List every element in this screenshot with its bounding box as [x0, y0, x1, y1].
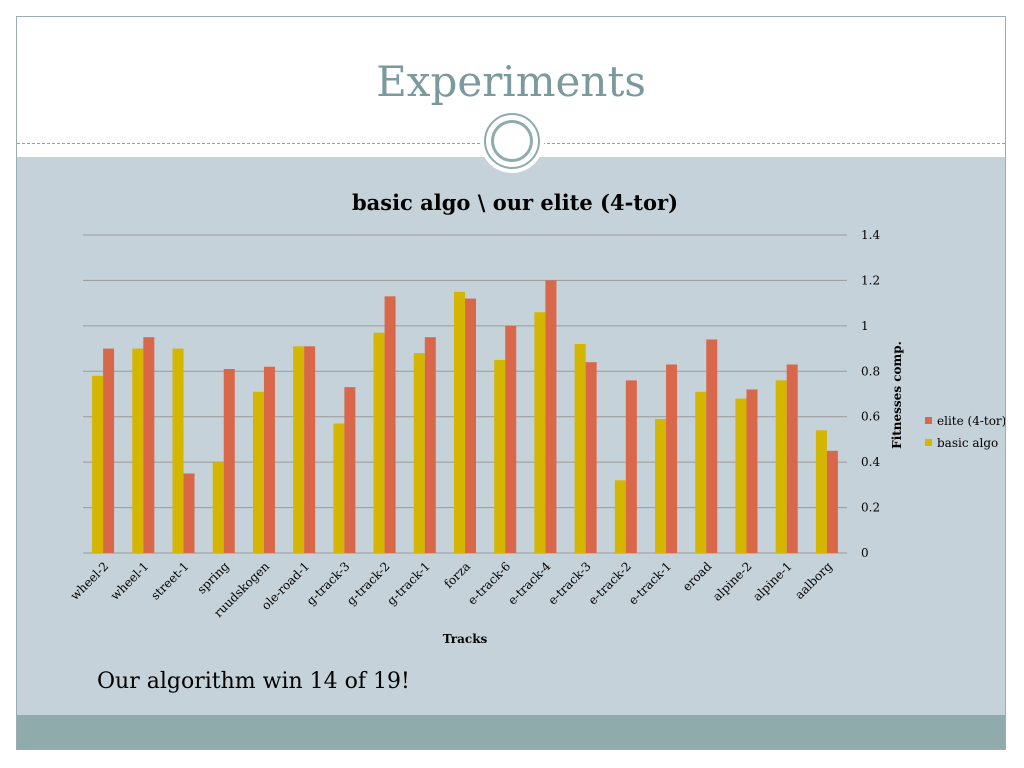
- y-tick-label: 0.4: [861, 455, 880, 469]
- bar-basic-algo: [413, 353, 425, 553]
- x-tick-label: street-1: [148, 559, 191, 602]
- bar-basic-algo: [373, 332, 385, 553]
- legend-swatch: [925, 417, 932, 424]
- bar-basic-algo: [534, 312, 546, 553]
- bar-basic-algo: [614, 480, 626, 553]
- chart-legend: elite (4-tor) basic algo: [925, 414, 1006, 450]
- bar-basic-algo: [815, 430, 827, 553]
- bar-elite: [143, 337, 155, 553]
- bar-elite: [545, 280, 557, 553]
- y-tick-label: 0.2: [861, 501, 880, 515]
- legend-entry: basic algo: [937, 436, 998, 450]
- bar-elite: [585, 362, 597, 553]
- bar-elite: [465, 298, 476, 553]
- bar-elite: [505, 325, 517, 553]
- y-tick-label: 1.2: [861, 273, 880, 287]
- bar-basic-algo: [735, 398, 747, 553]
- slide-title: Experiments: [376, 57, 646, 106]
- x-tick-label: g-track-1: [384, 559, 433, 608]
- bar-basic-algo: [655, 418, 667, 553]
- x-tick-label: wheel-1: [108, 559, 152, 603]
- x-tick-label: alpine-1: [750, 559, 795, 604]
- x-tick-label: forza: [441, 559, 473, 591]
- legend-entry: elite (4-tor): [937, 414, 1006, 428]
- y-tick-label: 0: [861, 546, 869, 560]
- bar-elite: [424, 337, 436, 553]
- chart-y-ticks: 0 0.2 0.4 0.6 0.8 1 1.2 1.4: [861, 228, 880, 560]
- x-tick-label: e-track-3: [545, 559, 593, 607]
- chart: basic algo \ our elite (4-tor) 0 0.2 0.4 0.…: [68, 190, 1006, 646]
- chart-title: basic algo \ our elite (4-tor): [352, 190, 678, 215]
- bar-basic-algo: [574, 344, 586, 553]
- bar-basic-algo: [293, 346, 305, 553]
- slide-frame: Experiments basic algo \ our elite (4-to…: [16, 16, 1006, 750]
- ornament-outer-ring: [484, 113, 540, 169]
- y-tick-label: 0.8: [861, 364, 880, 378]
- bar-elite: [746, 389, 758, 553]
- x-tick-label: alpine-2: [710, 559, 755, 604]
- bar-elite: [304, 346, 316, 553]
- legend-swatch: [925, 439, 932, 446]
- bar-elite: [223, 369, 235, 553]
- slide-caption: Our algorithm win 14 of 19!: [97, 669, 410, 694]
- x-tick-label: e-track-6: [465, 559, 513, 607]
- bar-basic-algo: [132, 348, 144, 553]
- x-tick-label: spring: [195, 559, 233, 597]
- bar-elite: [344, 387, 356, 553]
- x-tick-label: e-track-2: [586, 559, 634, 607]
- x-tick-label: eroad: [680, 559, 715, 594]
- x-tick-label: aalborg: [792, 559, 835, 602]
- y-tick-label: 1.4: [861, 228, 880, 242]
- bar-elite: [183, 473, 195, 553]
- bar-basic-algo: [333, 423, 345, 553]
- ornament-inner-ring: [491, 120, 533, 162]
- bar-elite: [786, 364, 798, 553]
- bar-basic-algo: [172, 348, 184, 553]
- bar-elite: [384, 296, 396, 553]
- y-axis-label: Fitnesses comp.: [890, 341, 904, 449]
- bar-basic-algo: [212, 462, 224, 553]
- circle-ornament-icon: [480, 109, 544, 173]
- bar-elite: [263, 366, 275, 553]
- x-tick-label: e-track-4: [505, 559, 554, 608]
- bar-basic-algo: [775, 380, 787, 553]
- bar-elite: [625, 380, 637, 553]
- footer-band: [17, 715, 1005, 749]
- x-tick-label: wheel-2: [68, 559, 112, 603]
- bar-basic-algo: [252, 391, 264, 553]
- bar-elite: [666, 364, 678, 553]
- bar-elite: [826, 450, 838, 553]
- chart-bars: [92, 280, 838, 553]
- bar-elite: [706, 339, 718, 553]
- x-axis-label: Tracks: [443, 632, 488, 646]
- bar-basic-algo: [92, 375, 104, 553]
- bar-elite: [103, 348, 115, 553]
- bar-basic-algo: [494, 359, 506, 553]
- bar-basic-algo: [454, 291, 465, 553]
- x-tick-label: e-track-1: [626, 559, 674, 607]
- bar-basic-algo: [695, 391, 707, 553]
- y-tick-label: 0.6: [861, 410, 880, 424]
- y-tick-label: 1: [861, 319, 869, 333]
